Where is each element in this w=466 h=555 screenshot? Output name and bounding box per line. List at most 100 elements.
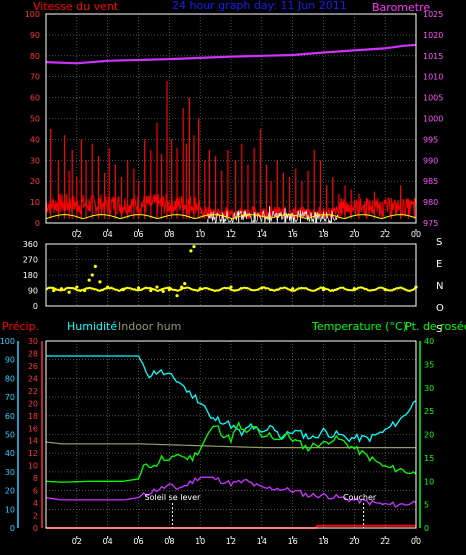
y2-tick-label: 980	[423, 198, 438, 207]
y-tick-secondary: 12	[28, 449, 38, 458]
temp-frame	[45, 340, 417, 529]
wind-speed-title: Vitesse du vent	[33, 0, 119, 13]
wind-direction-point	[321, 288, 326, 292]
y-tick-label: 10	[30, 198, 40, 207]
y2-tick-label: 985	[423, 177, 438, 186]
x-tick-label: 20	[349, 537, 359, 546]
wind-direction-point	[383, 288, 387, 292]
y-tick-label: 90	[5, 356, 15, 365]
y-tick-label: 30	[5, 468, 15, 477]
humidity-title: Humidité	[67, 320, 117, 333]
y-tick-label: 0	[10, 524, 15, 533]
x-tick-label: 18	[318, 537, 328, 546]
temp-humidity-chart: 0102030405060708090100024681012141618202…	[0, 337, 434, 546]
y-tick-label: 40	[30, 135, 40, 144]
y-tick-label: 60	[30, 94, 40, 103]
y-tick-label: 80	[30, 52, 40, 61]
y-tick-label: 0	[33, 302, 38, 311]
x-tick-label: 22	[380, 230, 390, 239]
x-tick-label: 12	[226, 230, 236, 239]
compass-letter: S	[436, 324, 442, 335]
y2-tick-label: 20	[424, 431, 434, 440]
y-tick-label: 100	[25, 10, 40, 19]
y2-tick-label: 1015	[423, 52, 443, 61]
x-tick-label: 14	[257, 230, 267, 239]
x-tick-label: 02	[72, 537, 82, 546]
wind-direction-point	[180, 285, 184, 289]
x-tick-label: 06	[133, 230, 143, 239]
y-tick-secondary: 20	[28, 399, 38, 408]
y-tick-label: 360	[23, 240, 38, 249]
compass-letter: N	[436, 281, 443, 292]
x-tick-label: 04	[103, 230, 113, 239]
sunset-label: Coucher	[343, 493, 377, 502]
y-tick-secondary: 18	[28, 412, 38, 421]
y-tick-label: 20	[5, 487, 15, 496]
x-tick-label: 04	[103, 537, 113, 546]
wind-direction-point	[167, 288, 171, 292]
y2-tick-label: 1005	[423, 94, 443, 103]
y-tick-secondary: 16	[28, 424, 38, 433]
x-tick-label: 08	[164, 537, 174, 546]
wind-direction-point	[161, 289, 165, 293]
dewpoint-title: Pt. de rosée	[405, 320, 466, 333]
temperature-line	[45, 420, 417, 483]
y2-tick-label: 990	[423, 156, 438, 165]
y2-tick-label: 10	[424, 477, 434, 486]
y-tick-label: 90	[30, 31, 40, 40]
wind-direction-point	[352, 287, 356, 291]
graph-title: 24 hour graph day: 11 Jun 2011	[172, 0, 347, 12]
x-tick-label: 16	[288, 230, 298, 239]
y-tick-secondary: 14	[28, 437, 38, 446]
compass-letter: S	[436, 237, 442, 248]
y2-tick-label: 1025	[423, 10, 443, 19]
direction-frame	[45, 243, 417, 307]
x-tick-label: 20	[349, 230, 359, 239]
barometer-line	[45, 43, 417, 65]
y-tick-secondary: 0	[33, 524, 38, 533]
y-tick-label: 80	[5, 374, 15, 383]
x-tick-label: 14	[257, 537, 267, 546]
y-tick-secondary: 2	[33, 512, 38, 521]
avg-wind-line	[45, 214, 417, 220]
wind-direction-chart: 0 90 180 270 360	[23, 240, 418, 311]
y2-tick-label: 0	[424, 524, 429, 533]
x-tick-label: 06	[133, 537, 143, 546]
y2-tick-label: 30	[424, 384, 434, 393]
y-tick-secondary: 8	[33, 474, 38, 483]
y-tick-label: 50	[5, 431, 15, 440]
wind-speed-base	[45, 193, 417, 221]
wind-frame	[45, 13, 417, 224]
wind-direction-point	[136, 286, 141, 290]
y2-tick-label: 5	[424, 501, 429, 510]
humidity-line	[46, 355, 417, 444]
wind-direction-point	[260, 286, 264, 290]
wind-direction-point	[98, 280, 102, 284]
wind-direction-point	[93, 264, 97, 268]
y2-tick-label: 995	[423, 135, 438, 144]
y2-tick-label: 25	[424, 407, 434, 416]
y-tick-label: 90	[28, 287, 38, 296]
y-tick-label: 180	[23, 271, 38, 280]
precip-title: Précip.	[2, 320, 39, 333]
wind-direction-point	[67, 290, 71, 294]
y-tick-label: 60	[5, 412, 15, 421]
x-tick-label: 02	[72, 230, 82, 239]
wind-direction-point	[149, 288, 153, 293]
y2-tick-label: 40	[424, 337, 434, 346]
y-tick-secondary: 30	[28, 337, 38, 346]
y2-tick-label: 975	[423, 219, 438, 228]
wind-direction-point	[106, 285, 110, 289]
y2-tick-label: 1020	[423, 31, 443, 40]
wind-direction-point	[75, 285, 79, 289]
wind-direction-point	[90, 273, 94, 277]
wind-barometer-chart: 0102030405060708090100975980985990995100…	[25, 10, 444, 239]
wind-direction-point	[82, 288, 87, 293]
y2-tick-label: 1010	[423, 73, 443, 82]
x-tick-label: 00	[411, 230, 421, 239]
dewpoint-line	[45, 476, 417, 508]
wind-direction-point	[192, 244, 196, 249]
y2-tick-label: 35	[424, 360, 434, 369]
y-tick-secondary: 28	[28, 349, 38, 358]
